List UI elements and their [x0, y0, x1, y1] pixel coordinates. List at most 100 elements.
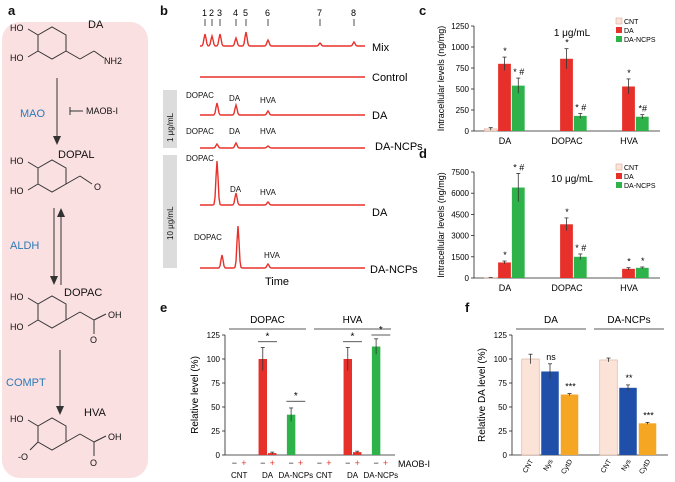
trace-label-4: DA [372, 207, 388, 219]
significance-mark: *** [565, 382, 576, 392]
peak-label-dopac-4: DOPAC [194, 233, 222, 242]
x-tick-label: CytD [560, 459, 574, 476]
legend-label-DA-NCPS: DA-NCPS [624, 183, 656, 190]
da-nh2: NH2 [104, 56, 122, 66]
dopac-ho-top: HO [10, 292, 24, 302]
legend-swatch-DA-NCPS [616, 36, 622, 42]
bar-DA-Nys [541, 371, 559, 455]
y-tick-label: 750 [456, 64, 470, 73]
legend-swatch-DA [616, 173, 622, 179]
significance-mark: * [266, 332, 270, 343]
panel-b-label: b [160, 3, 168, 18]
x-tick-label: DOPAC [551, 283, 583, 293]
y-tick-label: 125 [207, 331, 221, 340]
bar-e-9 [353, 452, 362, 455]
da-structure [27, 26, 105, 60]
treatment-sign: + [298, 458, 303, 468]
trace-0 [199, 31, 365, 47]
legend-label-DA: DA [624, 28, 634, 35]
hva-oh: OH [108, 432, 122, 442]
significance-mark: *** [643, 410, 654, 420]
y-tick-label: 75 [498, 379, 507, 388]
group-label-DOPAC: DOPAC [250, 315, 285, 326]
panel-a-label: a [8, 3, 16, 18]
bar-DA-NCPS-HVA [635, 116, 649, 131]
bar-DA-NCPS-DOPAC [573, 256, 587, 278]
peak-number-6: 6 [265, 8, 270, 18]
y-axis-label: Intracellular levels (ng/mg) [436, 26, 446, 132]
significance-mark: * [627, 257, 631, 267]
treatment-sign: + [270, 458, 275, 468]
dose-low-label: 1 μg/mL [166, 112, 175, 142]
significance-mark: * # [513, 162, 524, 172]
y-tick-label: 500 [456, 85, 470, 94]
treatment-label: MAOB-I [398, 459, 430, 469]
treatment-sign: − [345, 458, 350, 468]
significance-mark: * [379, 325, 383, 336]
peak-number-1: 1 [202, 8, 207, 18]
peak-label-dopac-1: DOPAC [186, 91, 214, 100]
trace-label-5: DA-NCPs [370, 264, 418, 276]
x-tick-label: DA [499, 283, 512, 293]
y-tick-label: 6000 [451, 189, 469, 198]
peak-label-da-2: DA [229, 127, 241, 136]
peak-label-da-1: DA [229, 94, 241, 103]
panel-c-label: c [419, 3, 426, 18]
chromatogram-traces: Mix Control DA DA-NCPs DA DA-NCPs [199, 31, 423, 276]
significance-mark: * [565, 38, 569, 48]
legend-label-CNT: CNT [624, 165, 639, 172]
enzyme-mao: MAO [20, 108, 46, 120]
treatment-sign: − [373, 458, 378, 468]
treatment-sign: + [326, 458, 331, 468]
peak-label-dopac-2: DOPAC [186, 127, 214, 136]
peak-number-3: 3 [217, 8, 222, 18]
y-axis-label: Intracellular levels (ng/mg) [436, 172, 446, 278]
x-tick-label: DA [499, 136, 512, 146]
da-ho-top: HO [10, 23, 24, 33]
bar-e-8 [343, 359, 352, 455]
dopac-o: O [90, 335, 97, 345]
y-tick-label: 0 [216, 451, 221, 460]
trace-label-1: Control [372, 72, 407, 84]
significance-mark: * # [575, 102, 586, 112]
peak-label-hva-1: HVA [260, 96, 277, 105]
panel-d-label: d [419, 146, 427, 161]
chart-title: 1 μg/mL [554, 28, 591, 39]
significance-mark: * [641, 256, 645, 266]
hva-ominus: -O [18, 452, 28, 462]
bar-e-2 [258, 359, 267, 455]
bar-DA-NCPS-DA [511, 85, 525, 131]
bar-DA-DA [498, 63, 511, 131]
bar-DA-CytD [560, 394, 579, 455]
bar-DA-NCPs-CNT [599, 359, 618, 456]
significance-mark: * [503, 46, 507, 56]
treatment-sign: − [232, 458, 237, 468]
dopac-oh: OH [108, 310, 122, 320]
bar-DA-DOPAC [560, 58, 573, 132]
hva-o: O [90, 458, 97, 468]
chart-d: 0 1500 3000 4500 6000 7500 Intracellular level… [436, 162, 660, 293]
trace-label-2: DA [372, 110, 388, 122]
legend-swatch-CNT [615, 163, 623, 171]
peak-number-2: 2 [209, 8, 214, 18]
y-tick-label: 25 [211, 427, 220, 436]
x-tick-label: DA [347, 471, 359, 480]
peak-label-hva-4: HVA [264, 251, 281, 260]
trace-3 [200, 141, 365, 149]
x-tick-label: Nys [621, 458, 633, 472]
dopal-structure [27, 159, 93, 193]
y-axis-label: Relative DA level (%) [477, 348, 488, 442]
treatment-sign: − [288, 458, 293, 468]
hva-structure [27, 417, 107, 456]
treatment-sign: − [317, 458, 322, 468]
treatment-sign: + [383, 458, 388, 468]
chart-f: 0 25 50 75 100 125 Relative DA level (%) DA CNT n… [477, 315, 668, 475]
molecule-dopal: DOPAL [58, 149, 94, 161]
peak-label-hva-2: HVA [260, 127, 277, 136]
dose-low-band [163, 90, 177, 148]
x-tick-label: HVA [620, 283, 638, 293]
peak-label-hva-3: HVA [260, 188, 277, 197]
peak-label-dopac-3: DOPAC [186, 154, 214, 163]
